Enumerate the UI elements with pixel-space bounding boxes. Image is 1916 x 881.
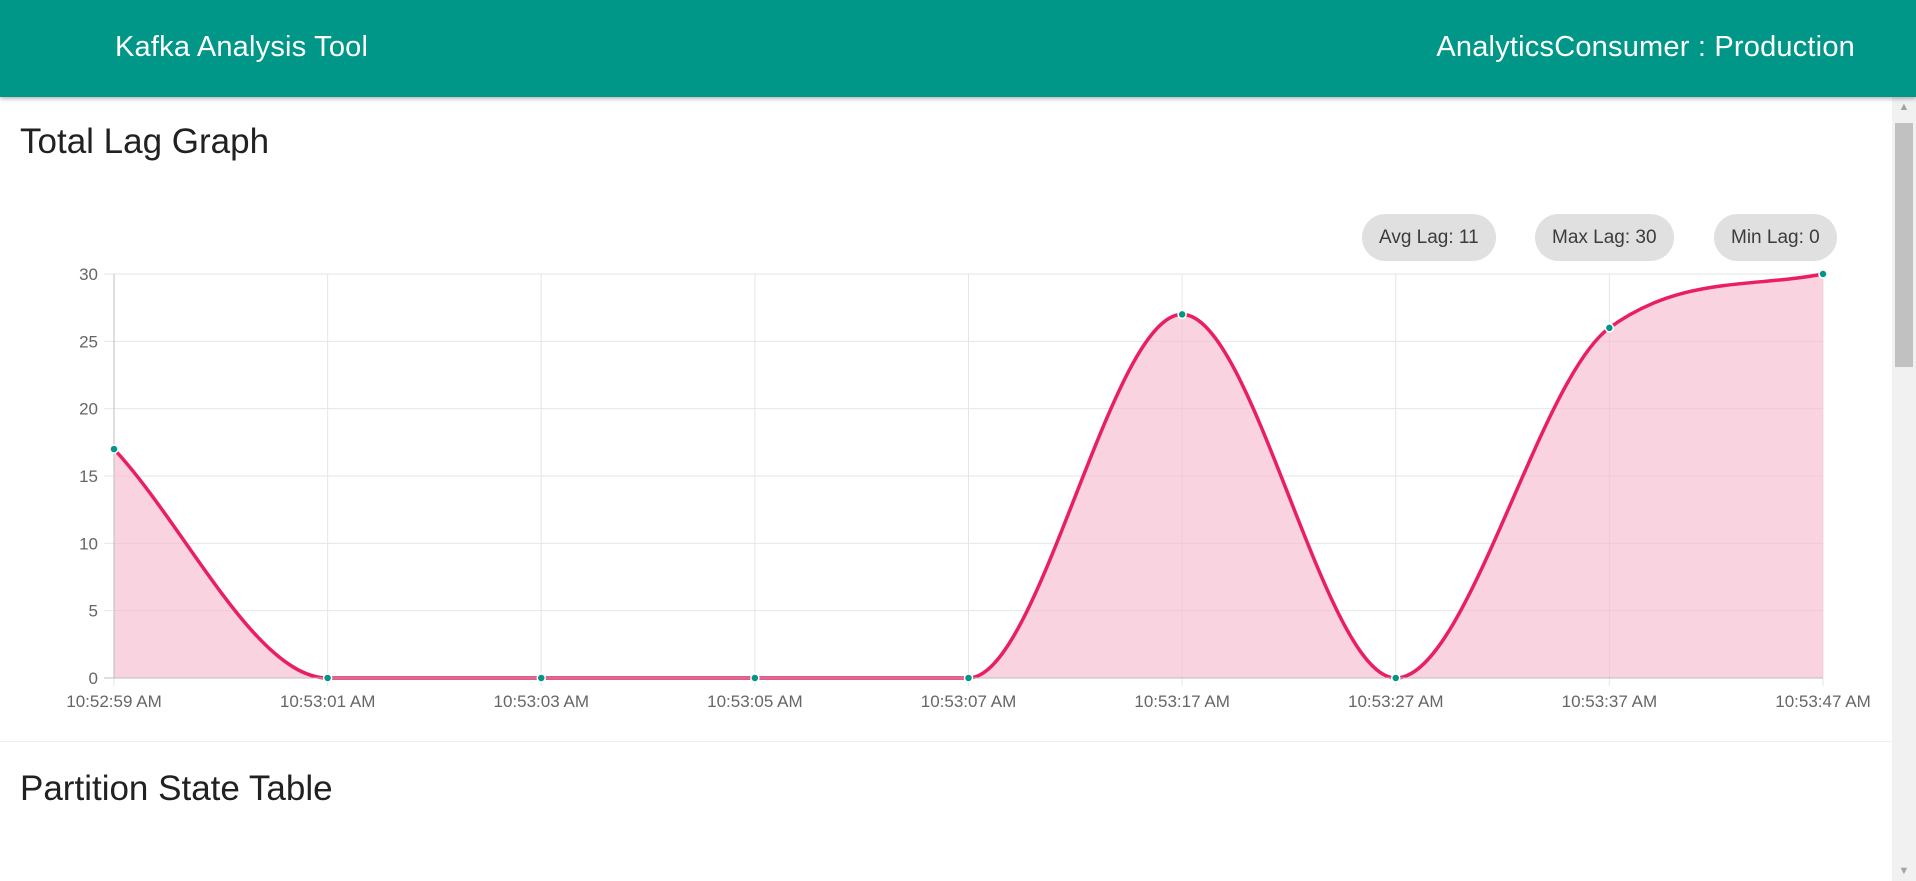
lag-data-point — [750, 673, 760, 683]
x-tick-label: 10:53:03 AM — [494, 692, 589, 711]
lag-data-point — [1177, 309, 1187, 320]
total-lag-chart: 0 5 10 15 20 25 30 10:52:59 AM 10:53:01 AM 10:53:… — [66, 265, 1870, 711]
scroll-up-arrow-icon[interactable]: ▲ — [1898, 101, 1910, 113]
lag-area-fill — [114, 274, 1823, 678]
partition-state-table-title: Partition State Table — [20, 769, 333, 808]
lag-data-point — [536, 673, 546, 683]
x-tick-label: 10:52:59 AM — [66, 692, 161, 711]
section-divider — [0, 741, 1892, 742]
app-header: Kafka Analysis Tool AnalyticsConsumer : … — [0, 0, 1916, 97]
x-tick-label: 10:53:27 AM — [1348, 692, 1443, 711]
x-tick-label: 10:53:05 AM — [707, 692, 802, 711]
consumer-environment-label: AnalyticsConsumer : Production — [1436, 31, 1855, 63]
y-tick-label: 30 — [79, 265, 98, 284]
main-content: Total Lag Graph Avg Lag: 11 Max Lag: 30 … — [0, 97, 1892, 881]
y-tick-label: 15 — [79, 467, 98, 486]
lag-data-point — [109, 444, 119, 454]
y-tick-label: 5 — [89, 602, 98, 621]
y-tick-label: 20 — [79, 400, 98, 419]
x-tick-label: 10:53:17 AM — [1134, 692, 1229, 711]
chart-labels: 0 5 10 15 20 25 30 10:52:59 AM 10:53:01 AM 10:53:… — [66, 265, 1870, 711]
x-tick-label: 10:53:47 AM — [1775, 692, 1870, 711]
x-tick-label: 10:53:01 AM — [280, 692, 375, 711]
scroll-down-arrow-icon[interactable]: ▼ — [1898, 865, 1910, 877]
vertical-scrollbar[interactable]: ▲ ▼ — [1892, 97, 1916, 881]
y-tick-label: 25 — [79, 332, 98, 351]
lag-data-point — [1818, 269, 1828, 279]
lag-data-point — [1604, 323, 1615, 333]
min-lag-chip: Min Lag: 0 — [1714, 214, 1837, 261]
x-tick-label: 10:53:37 AM — [1562, 692, 1657, 711]
app-title: Kafka Analysis Tool — [115, 31, 369, 63]
max-lag-chip: Max Lag: 30 — [1535, 214, 1674, 261]
chart-points — [109, 269, 1828, 683]
lag-data-point — [322, 673, 333, 683]
avg-lag-chip: Avg Lag: 11 — [1362, 214, 1496, 261]
y-tick-label: 10 — [79, 534, 98, 553]
chart-axes — [104, 274, 1823, 679]
lag-data-point — [963, 673, 974, 683]
scrollbar-thumb[interactable] — [1895, 123, 1913, 367]
lag-data-point — [1391, 673, 1401, 683]
x-tick-label: 10:53:07 AM — [921, 692, 1016, 711]
total-lag-graph-title: Total Lag Graph — [20, 122, 270, 161]
y-tick-label: 0 — [89, 669, 98, 688]
